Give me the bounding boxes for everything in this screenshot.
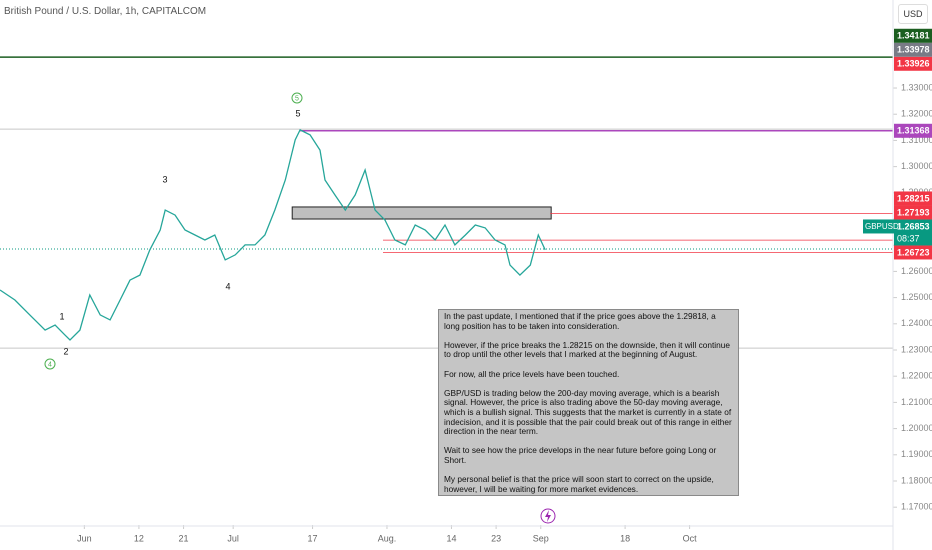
y-tick-label: 1.26000	[901, 266, 932, 276]
wave-label: 1	[59, 311, 64, 321]
note-paragraph: For now, all the price levels have been …	[444, 368, 620, 379]
note-paragraph: In the past update, I mentioned that if …	[444, 311, 716, 331]
y-tick-label: 1.23000	[901, 344, 932, 354]
level-label: 1.33926	[897, 59, 930, 69]
event-bolt	[545, 510, 551, 522]
y-tick-label: 1.24000	[901, 318, 932, 328]
zone	[291, 206, 552, 220]
y-tick-label: 1.30000	[901, 161, 932, 171]
note-paragraph: My personal belief is that the price wil…	[444, 474, 714, 494]
y-tick-label: 1.22000	[901, 371, 932, 381]
current-price-label: 1.26853	[897, 221, 930, 231]
price-line	[0, 129, 546, 341]
y-tick-label: 1.32000	[901, 109, 932, 119]
level-label: 1.34181	[897, 31, 930, 41]
price-label-bg	[894, 245, 932, 260]
y-tick-label: 1.33000	[901, 82, 932, 92]
x-tick-label: Aug.	[378, 533, 397, 543]
y-tick-label: 1.21000	[901, 397, 932, 407]
note-box: In the past update, I mentioned that if …	[438, 309, 739, 496]
y-tick-label: 1.25000	[901, 292, 932, 302]
y-tick-label: 1.18000	[901, 475, 932, 485]
y-tick-label: 1.17000	[901, 502, 932, 512]
price-label-bg	[894, 56, 932, 71]
price-label-bg	[894, 28, 932, 43]
level-label: 1.31368	[897, 126, 930, 136]
wave-label: 5	[295, 95, 299, 102]
symbol-label-bg	[863, 219, 894, 234]
wave-label: 5	[295, 108, 300, 118]
x-tick-label: 23	[491, 533, 501, 543]
x-tick-label: Sep	[533, 533, 549, 543]
note-paragraph: GBP/USD is trading below the 200-day mov…	[444, 387, 732, 437]
price-label-bg	[894, 123, 932, 138]
wave-circle	[291, 92, 303, 104]
chart-title: British Pound / U.S. Dollar, 1h, CAPITAL…	[4, 6, 207, 17]
x-tick-label: 18	[620, 533, 630, 543]
wave-circle	[44, 358, 56, 370]
currency-button[interactable]: USD	[898, 4, 928, 24]
level-label: 1.33978	[897, 45, 930, 55]
x-tick-label: 14	[446, 533, 456, 543]
x-tick-label: Jun	[77, 533, 92, 543]
price-label-bg	[894, 219, 932, 246]
level-label: 1.26723	[897, 247, 930, 257]
x-tick-label: 21	[179, 533, 189, 543]
x-tick-label: 12	[134, 533, 144, 543]
wave-label: 3	[162, 174, 167, 184]
countdown-label: 08:37	[897, 233, 920, 243]
note-paragraph: However, if the price breaks the 1.28215…	[444, 339, 730, 360]
wave-labels: 5 5 3 4 1 2 4	[44, 92, 303, 370]
wave-label: 4	[225, 281, 230, 291]
y-tick-label: 1.20000	[901, 423, 932, 433]
price-label-bg	[894, 42, 932, 57]
y-tick-label: 1.19000	[901, 449, 932, 459]
level-label: 1.28215	[897, 193, 930, 203]
wave-label: 4	[48, 361, 52, 368]
wave-label: 2	[63, 346, 68, 356]
price-label-bg	[894, 191, 932, 206]
event-icon	[540, 508, 556, 524]
x-tick-label: Oct	[683, 533, 698, 543]
price-label-bg	[894, 205, 932, 220]
x-tick-label: Jul	[227, 533, 239, 543]
note-paragraph: Wait to see how the price develops in th…	[444, 445, 717, 465]
x-tick-label: 17	[308, 533, 318, 543]
symbol-label: GBPUSD	[865, 222, 899, 231]
y-tick-label: 1.31000	[901, 135, 932, 145]
level-label: 1.27193	[897, 207, 930, 217]
